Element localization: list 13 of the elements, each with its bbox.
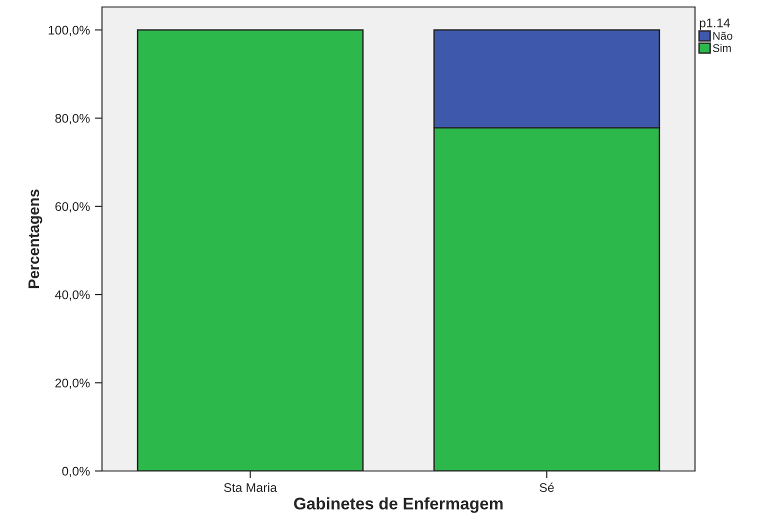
y-tick-label: 40,0%	[55, 290, 90, 301]
legend-label: Sim	[712, 44, 731, 52]
y-tick-label: 0,0%	[62, 466, 90, 478]
legend-label: Não	[713, 32, 732, 40]
x-tick-label: Sta Maria	[224, 482, 277, 492]
x-tick-label: Sé	[540, 482, 554, 492]
y-axis-title: Percentagens	[28, 190, 42, 288]
y-tick-label: 20,0%	[55, 378, 90, 389]
y-tick-label: 100,0%	[48, 26, 90, 36]
y-tick-label: 80,0%	[55, 114, 90, 124]
x-axis-title: Gabinetes de Enfermagem	[294, 497, 503, 513]
legend-title: p1.14	[700, 18, 730, 30]
y-tick-label: 60,0%	[55, 202, 90, 212]
